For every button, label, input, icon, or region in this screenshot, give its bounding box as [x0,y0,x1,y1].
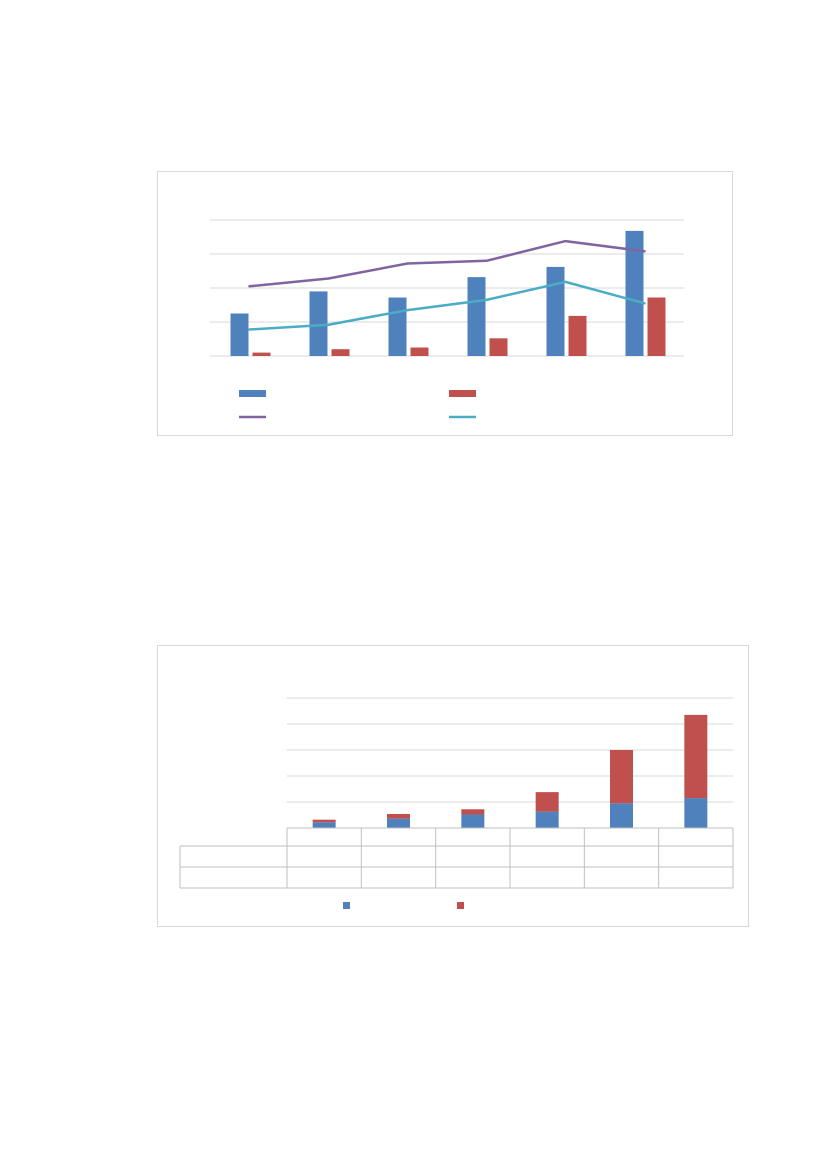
stacked-bar-blue [610,803,633,828]
line-series-purple [248,239,646,288]
bar-blue [467,277,486,356]
bar-red [647,297,666,356]
chart-combo-bar-line [157,171,733,436]
bar-blue [309,291,328,356]
bar-blue [546,266,565,356]
chart-stacked-bar [157,645,749,927]
bar-red [331,349,350,356]
stacked-bar-blue [461,814,485,828]
stacked-bar-blue [535,811,559,828]
stacked-bar-blue [684,798,708,828]
stacked-bar-blue [387,818,410,828]
legend-key-red [457,902,464,909]
stacked-bar-red [312,819,336,823]
legend-key-blue [343,902,350,909]
bar-blue [388,297,407,356]
line-series-teal [248,280,646,331]
legend-key-red [449,390,476,397]
stacked-bar-blue [312,822,336,828]
stacked-bar-red [684,714,708,799]
stacked-bar-red [387,813,410,819]
bar-red [252,352,271,356]
bar-red [489,338,508,356]
stacked-bar-red [610,750,633,804]
bar-red [410,347,429,356]
stacked-bar-red [461,809,485,815]
bar-red [568,315,587,356]
chart-combo-svg [210,219,684,419]
legend-key-blue [239,390,266,397]
stacked-bar-red [535,792,559,812]
bar-blue [625,230,644,356]
bar-blue [230,313,249,356]
chart-stacked-svg [179,697,734,909]
